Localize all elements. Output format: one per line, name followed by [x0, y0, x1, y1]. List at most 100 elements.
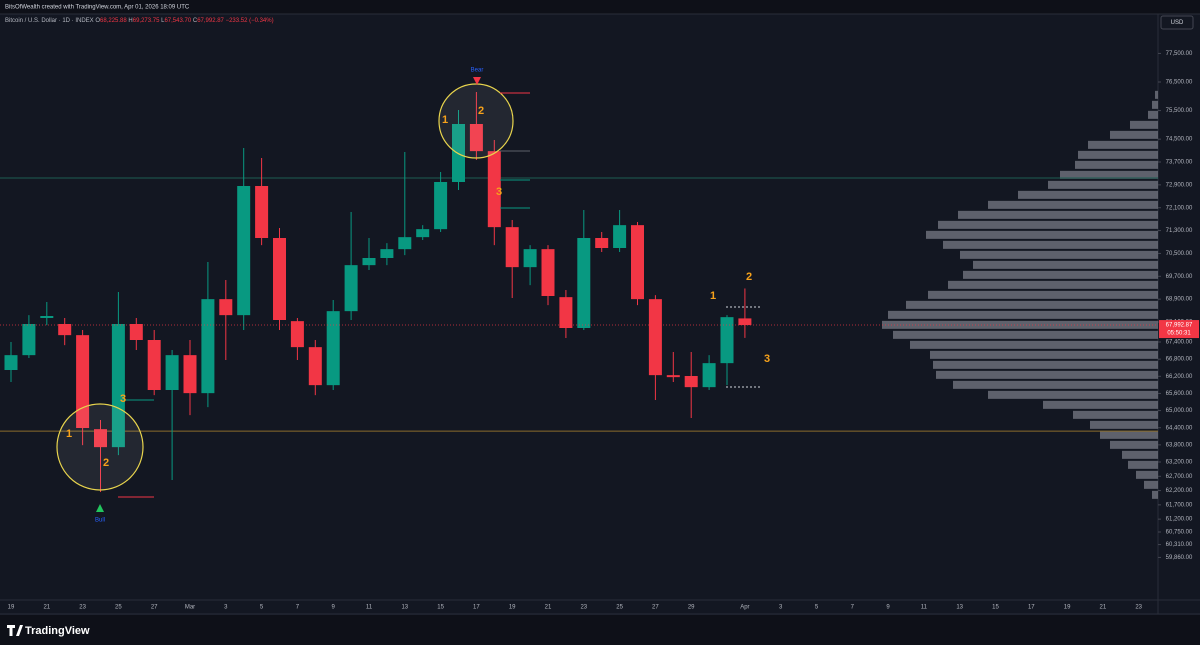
- brand: TradingView: [25, 625, 90, 637]
- volume-profile-bar: [1110, 440, 1158, 449]
- footer: [0, 615, 1200, 645]
- volume-profile-bar: [1155, 90, 1158, 99]
- candle-body: [326, 311, 340, 386]
- legend-value: 67,543.70: [164, 18, 191, 24]
- attribution: BitsOfWealth created with TradingView.co…: [5, 5, 190, 11]
- x-tick-label: 19: [509, 605, 516, 611]
- candle-body: [344, 265, 358, 312]
- volume-profile-bar: [1075, 160, 1158, 169]
- td-count: 1: [442, 114, 448, 126]
- candle-body: [631, 225, 644, 300]
- td-count: 3: [496, 186, 502, 198]
- volume-profile-bar: [1100, 430, 1158, 439]
- x-tick-label: 21: [545, 605, 552, 611]
- volume-profile-bar: [1048, 180, 1158, 189]
- candle-body: [434, 182, 448, 230]
- x-tick-label: 25: [115, 605, 122, 611]
- x-tick-label: 11: [366, 605, 373, 611]
- volume-profile-bar: [1152, 490, 1158, 499]
- td-count: 3: [764, 353, 770, 365]
- candle-body: [165, 355, 179, 390]
- volume-profile-bar: [936, 370, 1158, 379]
- x-tick-label: 21: [1100, 605, 1107, 611]
- volume-profile-bar: [1122, 450, 1158, 459]
- volume-profile-bar: [1130, 120, 1158, 129]
- x-tick-label: 21: [43, 605, 50, 611]
- x-tick-label: 19: [1064, 605, 1071, 611]
- currency-button[interactable]: [1160, 15, 1194, 30]
- candle-body: [559, 297, 573, 328]
- y-tick-label: 73,700.00: [1166, 160, 1193, 166]
- volume-profile-bar: [958, 210, 1158, 219]
- candle-body: [273, 238, 286, 320]
- x-tick-label: 7: [851, 605, 855, 611]
- candle-body: [738, 318, 752, 326]
- volume-profile-bar: [1152, 100, 1158, 109]
- y-tick-label: 62,700.00: [1166, 474, 1193, 480]
- candle-body: [541, 249, 555, 296]
- x-tick-label: 27: [151, 605, 158, 611]
- volume-profile-bar: [938, 220, 1158, 229]
- last-price-label: 67,992.87: [1166, 323, 1193, 329]
- volume-profile-bar: [943, 240, 1158, 249]
- y-tick-label: 76,500.00: [1166, 80, 1193, 86]
- y-tick-label: 65,600.00: [1166, 391, 1193, 397]
- candle-body: [4, 355, 18, 370]
- y-tick-label: 60,310.00: [1166, 542, 1193, 548]
- volume-profile-bar: [948, 280, 1158, 289]
- legend-change: −233.52 (−0.34%): [226, 18, 274, 24]
- symbol: Bitcoin / U.S. Dollar · 1D · INDEX: [5, 18, 94, 24]
- countdown: 05:50:31: [1167, 331, 1191, 337]
- y-tick-label: 61,700.00: [1166, 502, 1193, 508]
- candle-body: [452, 124, 465, 182]
- volume-profile-bar: [973, 260, 1158, 269]
- x-tick-label: 15: [437, 605, 444, 611]
- volume-profile-bar: [930, 350, 1158, 359]
- bear-arrow: [473, 77, 481, 85]
- x-tick-label: 29: [688, 605, 695, 611]
- td-count: 1: [66, 428, 72, 440]
- y-tick-label: 67,400.00: [1166, 340, 1193, 346]
- bull-arrow: [96, 504, 104, 512]
- y-tick-label: 75,500.00: [1166, 108, 1193, 114]
- td-count: 2: [746, 271, 752, 283]
- candle-body: [201, 299, 215, 394]
- volume-profile-bar: [988, 390, 1158, 399]
- volume-profile-bar: [933, 360, 1158, 369]
- volume-profile-bar: [1060, 170, 1158, 179]
- td-decorations: [56, 77, 762, 512]
- legend-key: H: [128, 18, 132, 24]
- x-tick-label: 15: [992, 605, 999, 611]
- y-tick-label: 74,500.00: [1166, 137, 1193, 143]
- volume-profile-bar: [988, 200, 1158, 209]
- candle-body: [684, 376, 698, 388]
- td-count: 2: [103, 457, 109, 469]
- x-tick-label: 23: [79, 605, 86, 611]
- candle-body: [416, 229, 430, 238]
- candle-body: [308, 347, 322, 386]
- candle-body: [505, 227, 519, 268]
- brand-logo: [7, 625, 23, 636]
- volume-profile-bar: [1128, 460, 1158, 469]
- volume-profile-bar: [888, 310, 1158, 319]
- legend-value: 69,273.75: [133, 18, 160, 24]
- volume-profile-bar: [1043, 400, 1158, 409]
- candle-body: [111, 324, 125, 448]
- x-tick-label: Apr: [740, 605, 749, 611]
- legend-key: O: [95, 18, 100, 24]
- top-strip: [0, 0, 1200, 14]
- candle-body: [40, 316, 54, 318]
- legend-value: 67,992.87: [197, 18, 224, 24]
- currency[interactable]: USD: [1171, 20, 1184, 26]
- highlight-circle: [438, 83, 514, 159]
- candle-body: [255, 186, 269, 238]
- candle-body: [237, 186, 251, 316]
- x-tick-label: 9: [332, 605, 336, 611]
- candle-body: [380, 249, 394, 258]
- y-tick-label: 62,200.00: [1166, 488, 1193, 494]
- y-tick-label: 70,500.00: [1166, 251, 1193, 257]
- x-tick-label: Mar: [185, 605, 195, 611]
- volume-profile-bar: [953, 380, 1158, 389]
- highlight-circle: [56, 403, 144, 491]
- volume-profile-bar: [893, 330, 1158, 339]
